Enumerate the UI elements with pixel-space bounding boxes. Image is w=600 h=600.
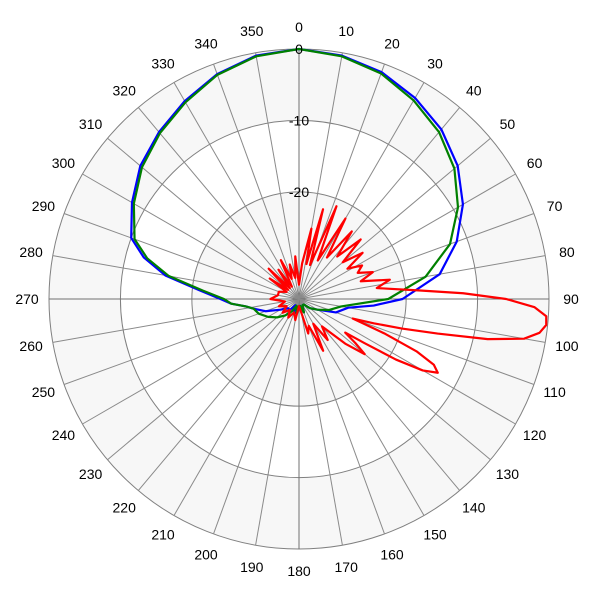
angle-tick-label: 220 (113, 499, 137, 515)
angle-tick-label: 180 (287, 563, 311, 579)
grid-spoke (213, 298, 300, 535)
angle-tick-label: 350 (240, 23, 264, 39)
grid-spoke (173, 82, 300, 300)
radial-tick-label: -10 (289, 112, 309, 128)
grid-spoke (82, 173, 300, 300)
angle-tick-label: 100 (555, 338, 579, 354)
grid-spoke (52, 255, 300, 300)
grid-spoke (298, 298, 535, 385)
grid-spoke (298, 213, 535, 300)
grid-spoke (298, 82, 425, 300)
series-line-2 (267, 205, 548, 374)
angle-tick-label: 190 (240, 559, 264, 575)
angle-tick-label: 270 (15, 291, 39, 307)
angle-tick-label: 300 (52, 155, 76, 171)
angle-tick-label: 260 (19, 338, 43, 354)
angle-tick-label: 110 (543, 384, 566, 400)
radial-tick-labels: 0 -10 -20 (289, 41, 309, 200)
angle-tick-label: 120 (523, 427, 547, 443)
angle-tick-label: 130 (496, 466, 520, 482)
grid-spoke (298, 255, 546, 300)
angle-tick-label: 80 (559, 244, 575, 260)
angle-tick-label: 160 (380, 547, 404, 563)
angle-tick-label: 240 (52, 427, 76, 443)
grid-spoke (298, 107, 461, 300)
angle-tick-label: 210 (151, 527, 175, 543)
radial-tick-label: -20 (289, 184, 309, 200)
angle-tick-label: 280 (19, 244, 43, 260)
grid-spoke (137, 298, 300, 491)
angle-tick-label: 340 (194, 35, 218, 51)
polar-grid (48, 48, 550, 550)
grid-spoke (298, 298, 425, 516)
series-layer (130, 47, 548, 374)
grid-spoke (298, 298, 516, 425)
grid-spoke (52, 298, 300, 343)
angle-tick-label: 10 (338, 23, 354, 39)
angle-tick-label: 330 (151, 55, 175, 71)
grid-spoke (107, 298, 300, 461)
angle-tick-label: 170 (335, 559, 359, 575)
grid-spoke (298, 298, 461, 491)
grid-spoke (107, 137, 300, 300)
grid-spoke (255, 52, 300, 300)
grid-spoke (82, 298, 300, 425)
angle-tick-label: 20 (384, 35, 400, 51)
angle-tick-label: 250 (32, 384, 56, 400)
grid-spoke (63, 213, 300, 300)
grid-spoke (173, 298, 300, 516)
angle-tick-label: 0 (295, 19, 303, 35)
angle-tick-label: 140 (462, 499, 486, 515)
angle-tick-label: 320 (113, 83, 137, 99)
grid-spoke (137, 107, 300, 300)
angle-tick-labels: 0 10 20 30 40 50 60 70 80 90 100 110 120 130 140 150 160… (15, 19, 579, 579)
grid-spoke (255, 298, 300, 546)
grid-spoke (298, 298, 491, 461)
angle-tick-label: 50 (500, 116, 516, 132)
angle-tick-label: 40 (466, 83, 482, 99)
series-line-1 (132, 47, 460, 319)
angle-tick-label: 60 (527, 155, 543, 171)
grid-spoke (298, 173, 516, 300)
grid-spoke (298, 298, 385, 535)
angle-tick-label: 90 (563, 291, 579, 307)
angle-tick-label: 230 (79, 466, 103, 482)
radial-tick-label: 0 (295, 41, 303, 57)
grid-spoke (213, 63, 300, 300)
grid-spoke (298, 298, 343, 546)
angle-tick-label: 200 (194, 547, 218, 563)
series-line-0 (130, 47, 465, 315)
angle-tick-label: 30 (427, 55, 443, 71)
angle-tick-label: 290 (32, 198, 56, 214)
angle-tick-label: 310 (79, 116, 103, 132)
angle-tick-label: 70 (547, 198, 563, 214)
grid-spoke (298, 137, 491, 300)
angle-tick-label: 150 (423, 527, 447, 543)
